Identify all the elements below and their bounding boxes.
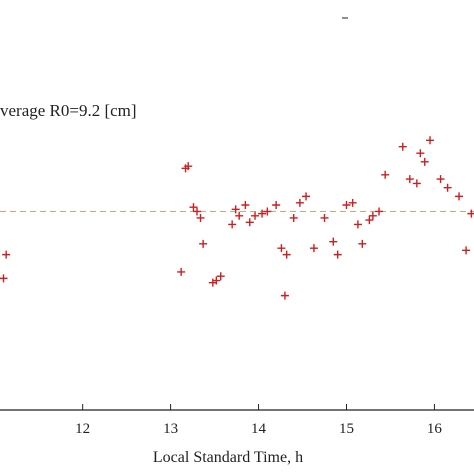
data-point — [235, 211, 244, 220]
data-point — [251, 211, 260, 220]
data-point — [353, 220, 362, 229]
data-point — [282, 250, 291, 259]
data-point — [320, 213, 329, 222]
data-point — [184, 162, 193, 171]
x-axis-label: Local Standard Time, h — [153, 449, 303, 466]
data-point — [216, 272, 225, 281]
x-tick-label: 14 — [251, 421, 267, 437]
data-point — [368, 211, 377, 220]
x-tick-label: 16 — [427, 421, 443, 437]
data-point — [231, 205, 240, 214]
data-point — [462, 246, 471, 255]
data-point — [302, 192, 311, 201]
data-point — [199, 239, 208, 248]
data-point — [342, 201, 351, 209]
data-point — [416, 149, 425, 158]
data-point — [348, 198, 357, 207]
data-point — [329, 237, 338, 246]
data-point — [189, 203, 198, 212]
data-point — [358, 239, 367, 248]
data-point — [455, 192, 464, 201]
data-point — [289, 213, 298, 222]
data-point — [443, 183, 452, 192]
data-point — [436, 175, 445, 184]
data-point — [365, 216, 374, 225]
data-point — [467, 209, 474, 218]
data-point — [212, 276, 221, 285]
data-point — [196, 213, 205, 222]
data-point — [277, 244, 286, 253]
x-tick-label: 12 — [75, 421, 90, 437]
data-point — [375, 207, 384, 216]
data-point — [272, 201, 281, 209]
data-point — [177, 267, 186, 276]
data-point — [295, 198, 304, 207]
x-tick-label: 15 — [339, 421, 354, 437]
data-point — [426, 136, 435, 145]
data-point — [381, 170, 390, 179]
x-tick-label: 13 — [163, 421, 178, 437]
data-point — [280, 291, 289, 300]
x-axis-ticks: 12 13 14 15 16 — [75, 404, 442, 437]
data-points — [0, 136, 474, 300]
data-point — [420, 157, 429, 166]
data-point — [2, 250, 11, 259]
data-point — [241, 201, 250, 209]
data-point — [0, 274, 8, 283]
data-point — [245, 218, 254, 227]
data-point — [263, 207, 272, 216]
data-point — [405, 175, 414, 184]
chart-annotation: verage R0=9.2 [cm] — [0, 101, 137, 120]
data-point — [398, 142, 407, 151]
data-point — [333, 250, 342, 259]
data-point — [192, 207, 201, 216]
data-point — [412, 179, 421, 188]
data-point — [309, 244, 318, 253]
data-point — [258, 209, 267, 218]
data-point — [228, 220, 237, 229]
